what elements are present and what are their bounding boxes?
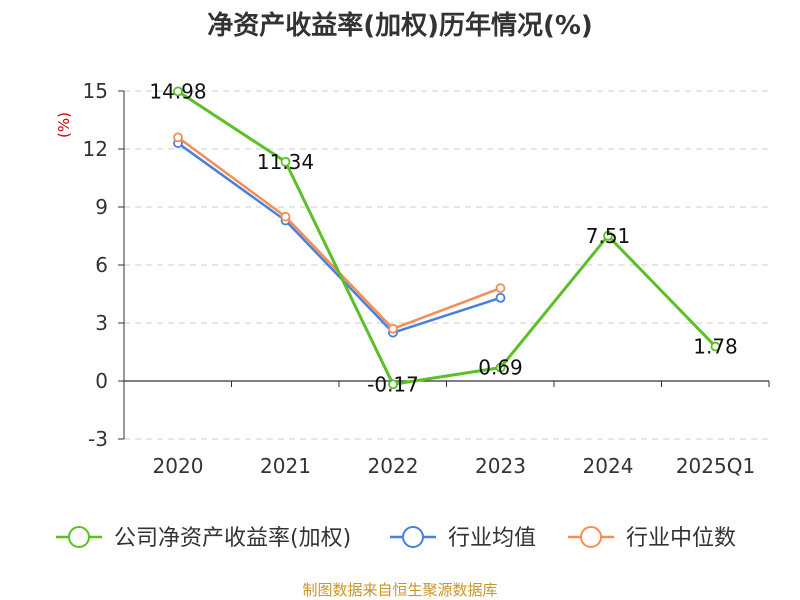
legend-marker [580,526,602,548]
data-point [173,86,183,97]
series-line [177,136,501,331]
grid-lines [124,90,769,440]
data-label: 1.78 [693,335,738,359]
data-label: 0.69 [478,356,523,380]
legend-label: 公司净资产收益率(加权) [114,526,351,551]
series-lines [173,86,721,390]
data-point [495,292,506,303]
legend-marker [68,526,90,548]
legend-marker [402,526,424,548]
data-label: 7.51 [586,224,631,248]
chart-title: 净资产收益率(加权)历年情况(%) [207,10,593,41]
data-point [280,211,291,222]
data-point [710,341,721,352]
y-axis-unit-label: (%) [55,112,73,138]
y-tick-label: 12 [83,137,108,161]
legend-item: 行业均值 [390,526,536,551]
x-tick-label: 2022 [368,454,419,478]
y-tick-label: 6 [95,253,108,277]
legend-item: 公司净资产收益率(加权) [56,526,351,551]
data-point [495,362,506,373]
x-tick-label: 2020 [153,454,204,478]
data-point [280,156,291,167]
y-tick-label: 3 [95,311,108,335]
x-tick-label: 2024 [583,454,634,478]
legend-label: 行业中位数 [626,526,736,551]
source-note: 制图数据来自恒生聚源数据库 [302,581,497,599]
legend-item: 行业中位数 [568,526,736,551]
data-label: -0.17 [367,372,419,396]
x-tick-label: 2023 [475,454,526,478]
x-tick-label: 2021 [260,454,311,478]
data-point [495,283,506,294]
series-line [177,142,501,334]
x-tick-label: 2025Q1 [676,454,755,478]
data-point [173,132,183,143]
legend: 公司净资产收益率(加权) 行业均值 行业中位数 [56,526,736,551]
data-point [388,323,398,334]
y-tick-label: 15 [83,79,108,103]
axes: 15 12 9 6 3 0 -3 2020 2021 2022 2023 2024 2025Q1 [83,79,770,478]
data-label: 14.98 [149,79,206,103]
data-point [603,230,613,241]
y-tick-label: -3 [88,427,108,451]
y-tick-label: 0 [95,369,108,393]
data-label: 11.34 [257,150,314,174]
data-labels: 14.98 11.34 -0.17 0.69 7.51 1.78 [149,79,737,396]
data-point [388,379,398,390]
series-line [177,90,717,386]
y-tick-label: 9 [95,195,108,219]
legend-label: 行业均值 [448,526,536,551]
